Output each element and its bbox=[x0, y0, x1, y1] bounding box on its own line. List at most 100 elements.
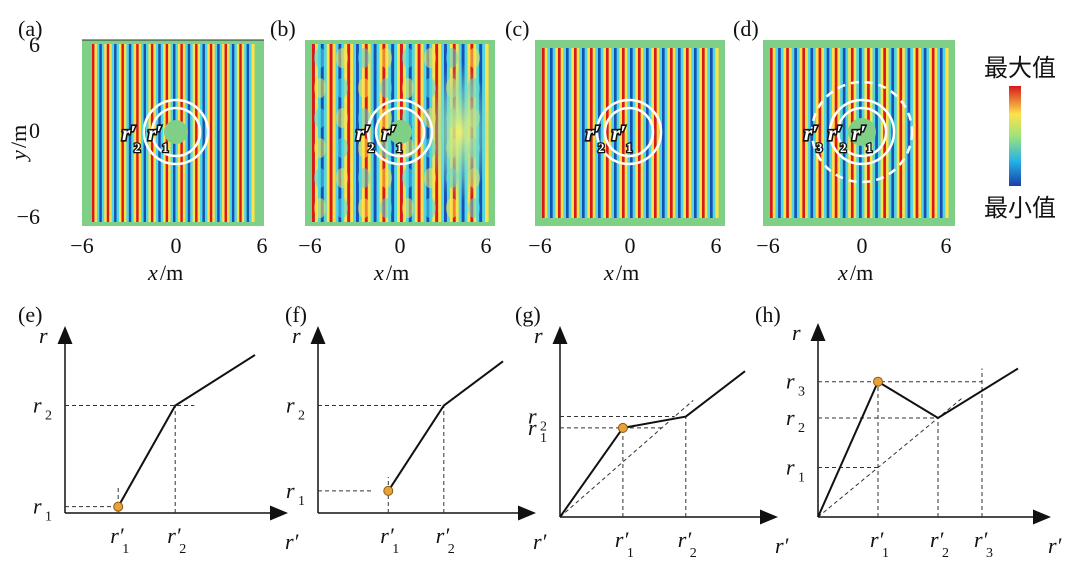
wave-stripe bbox=[353, 44, 357, 222]
interference-blob bbox=[380, 78, 392, 98]
wave-stripe bbox=[423, 44, 427, 222]
wave-stripe bbox=[222, 44, 226, 222]
wave-stripe bbox=[786, 48, 790, 218]
wave-stripe bbox=[202, 44, 206, 222]
x-tick-sub: 1 bbox=[627, 546, 634, 561]
x-tick-right: 6 bbox=[711, 233, 722, 258]
mapping-curve bbox=[117, 354, 256, 508]
x-tick-label: r′ bbox=[678, 527, 693, 552]
wave-stripe bbox=[807, 48, 812, 218]
circle-r1prime bbox=[603, 106, 655, 158]
wave-stripe bbox=[126, 44, 130, 222]
wave-stripe bbox=[672, 48, 676, 218]
wave-stripe bbox=[574, 48, 578, 218]
wave-stripe bbox=[818, 48, 822, 218]
wave-stripe bbox=[347, 44, 351, 222]
wave-stripe bbox=[630, 48, 634, 218]
x-tick-mid: 0 bbox=[395, 233, 406, 258]
y-tick-bottom: −6 bbox=[17, 204, 40, 229]
x-tick-label: r′ bbox=[380, 523, 395, 548]
wave-stripe bbox=[385, 44, 389, 222]
wave-stripe bbox=[214, 44, 218, 222]
wave-stripe bbox=[667, 48, 671, 218]
wave-stripe bbox=[662, 48, 666, 218]
wave-stripe bbox=[780, 48, 785, 218]
wave-stripe bbox=[109, 44, 113, 222]
wave-stripe bbox=[209, 44, 213, 222]
wave-stripe bbox=[341, 44, 345, 222]
wave-stripe bbox=[544, 48, 548, 218]
x-tick-sub: 2 bbox=[448, 542, 455, 557]
wave-stripe bbox=[915, 48, 919, 218]
x-tick-label: r′ bbox=[110, 523, 125, 548]
y-tick-sub: 1 bbox=[298, 494, 305, 509]
wave-stripe bbox=[875, 48, 879, 218]
y-tick-sub: 3 bbox=[798, 385, 805, 400]
circle-r3prime bbox=[810, 80, 914, 184]
wave-stripe bbox=[376, 44, 381, 222]
wave-stripe bbox=[832, 48, 836, 218]
circle-r2prime bbox=[366, 98, 434, 166]
x-axis-label-sym: x bbox=[603, 260, 614, 285]
wave-stripe bbox=[688, 48, 692, 218]
y-tick-label: r bbox=[286, 478, 295, 503]
wave-stripe bbox=[694, 48, 698, 218]
wave-stripe bbox=[680, 48, 684, 218]
interference-blob bbox=[380, 48, 392, 68]
wave-stripe bbox=[187, 44, 191, 222]
wave-stripe bbox=[880, 48, 884, 218]
interference-blob bbox=[336, 78, 348, 98]
interference-blob bbox=[336, 168, 348, 188]
panel-tag-b: (b) bbox=[270, 16, 296, 41]
wave-stripe bbox=[907, 48, 911, 218]
interference-blob bbox=[314, 198, 326, 218]
wave-stripe bbox=[563, 48, 567, 218]
colorbar: 最大值 最小值 bbox=[984, 54, 1056, 222]
overlay-r2prime: r′ bbox=[122, 121, 136, 145]
x-tick-sub: 3 bbox=[986, 546, 993, 561]
chart-h: (h) rr′r′1r′2r′3r 1r 2r 3 bbox=[755, 302, 1063, 561]
panel-c: (c) r′ 2 r′ 1 −6 0 6 x /m bbox=[505, 16, 725, 285]
wave-stripe bbox=[239, 44, 243, 222]
y-tick-sub: 2 bbox=[45, 409, 52, 424]
wave-stripe bbox=[678, 48, 682, 218]
wave-stripe bbox=[770, 48, 774, 218]
wave-stripe bbox=[547, 48, 551, 218]
wave-stripe bbox=[923, 48, 928, 218]
interference-blob bbox=[402, 78, 414, 98]
overlay-r2prime: r′ bbox=[586, 121, 600, 145]
overlay-r1prime-sub: 1 bbox=[626, 140, 633, 155]
wave-stripe bbox=[338, 44, 342, 222]
marker-dot bbox=[617, 422, 628, 433]
wave-stripe bbox=[136, 44, 140, 222]
wave-stripe bbox=[842, 48, 847, 218]
wave-stripe bbox=[912, 48, 917, 218]
circle-r1prime bbox=[374, 106, 426, 158]
y-tick-sub: 2 bbox=[298, 409, 305, 424]
overlay-r3prime-sub: 3 bbox=[816, 140, 823, 155]
wave-field bbox=[542, 48, 719, 218]
panel-b: (b) r′ 2 r′ 1 −6 0 6 x /m bbox=[270, 16, 495, 285]
wave-stripe bbox=[123, 44, 127, 222]
wave-stripe bbox=[241, 44, 245, 222]
wave-stripe bbox=[648, 48, 652, 218]
wave-stripe bbox=[934, 48, 938, 218]
wave-stripe bbox=[138, 44, 142, 222]
panel-tag-h: (h) bbox=[755, 302, 781, 327]
interference-blob bbox=[358, 108, 370, 128]
x-axis-label-sym: x bbox=[837, 260, 848, 285]
panel-tag-e: (e) bbox=[18, 302, 42, 327]
y-tick-label: r bbox=[33, 393, 42, 418]
x-axis-label: r′ bbox=[533, 529, 548, 554]
marker-dot bbox=[113, 501, 124, 512]
wave-stripe bbox=[834, 48, 839, 218]
x-axis-label: r′ bbox=[285, 529, 300, 554]
wave-stripe bbox=[101, 44, 105, 222]
wave-stripe bbox=[606, 48, 610, 218]
wave-stripe bbox=[805, 48, 809, 218]
wave-stripe bbox=[598, 48, 602, 218]
wave-stripe bbox=[358, 44, 363, 222]
wave-stripe bbox=[945, 48, 949, 218]
wave-stripe bbox=[558, 48, 562, 218]
